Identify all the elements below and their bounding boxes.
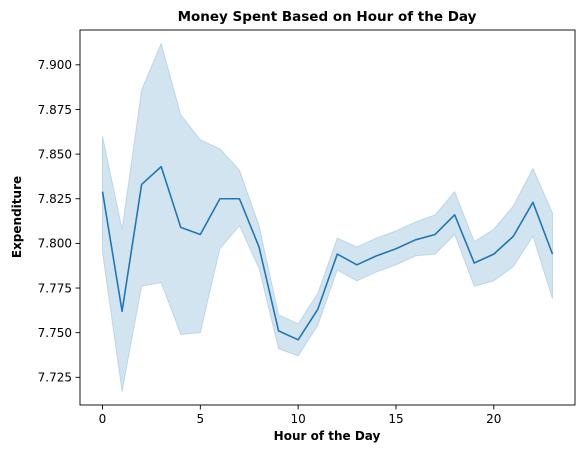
data-point — [238, 197, 241, 200]
confidence-band — [102, 41, 553, 392]
x-tick-label: 5 — [197, 412, 205, 426]
y-tick-label: 7.750 — [38, 326, 72, 340]
y-tick-label: 7.850 — [38, 147, 72, 161]
plot-area: 0 5 10 15 20 7.725 7.750 7.775 7.800 7.825 7.850 7.… — [38, 29, 576, 426]
data-point — [297, 338, 300, 341]
data-point — [179, 226, 182, 229]
y-tick-label: 7.875 — [38, 103, 72, 117]
y-tick-label: 7.725 — [38, 371, 72, 385]
chart-title: Money Spent Based on Hour of the Day — [178, 9, 477, 25]
data-point — [121, 310, 124, 313]
data-point — [160, 165, 163, 168]
data-point — [101, 190, 104, 193]
x-tick-label: 0 — [99, 412, 107, 426]
data-point — [551, 253, 554, 256]
y-tick-label: 7.775 — [38, 281, 72, 295]
data-point — [453, 213, 456, 216]
data-point — [199, 233, 202, 236]
data-point — [394, 247, 397, 250]
data-point — [336, 253, 339, 256]
series-line — [101, 165, 554, 341]
data-point — [258, 245, 261, 248]
data-point — [414, 238, 417, 241]
plot-frame — [79, 29, 576, 406]
y-tick-label: 7.800 — [38, 237, 72, 251]
y-tick-label: 7.900 — [38, 58, 72, 72]
x-axis-label: Hour of the Day — [274, 429, 381, 443]
data-point — [316, 308, 319, 311]
data-point — [140, 183, 143, 186]
data-point — [375, 254, 378, 257]
data-point — [492, 253, 495, 256]
y-tick-label: 7.825 — [38, 192, 72, 206]
data-point — [512, 235, 515, 238]
data-point — [355, 263, 358, 266]
x-tick-label: 20 — [486, 412, 501, 426]
data-point — [473, 262, 476, 265]
x-tick-label: 10 — [291, 412, 306, 426]
data-point — [277, 329, 280, 332]
data-point — [434, 233, 437, 236]
y-axis-label: Expenditure — [10, 176, 24, 258]
data-point — [531, 201, 534, 204]
x-tick-label: 15 — [388, 412, 403, 426]
data-point — [218, 197, 221, 200]
